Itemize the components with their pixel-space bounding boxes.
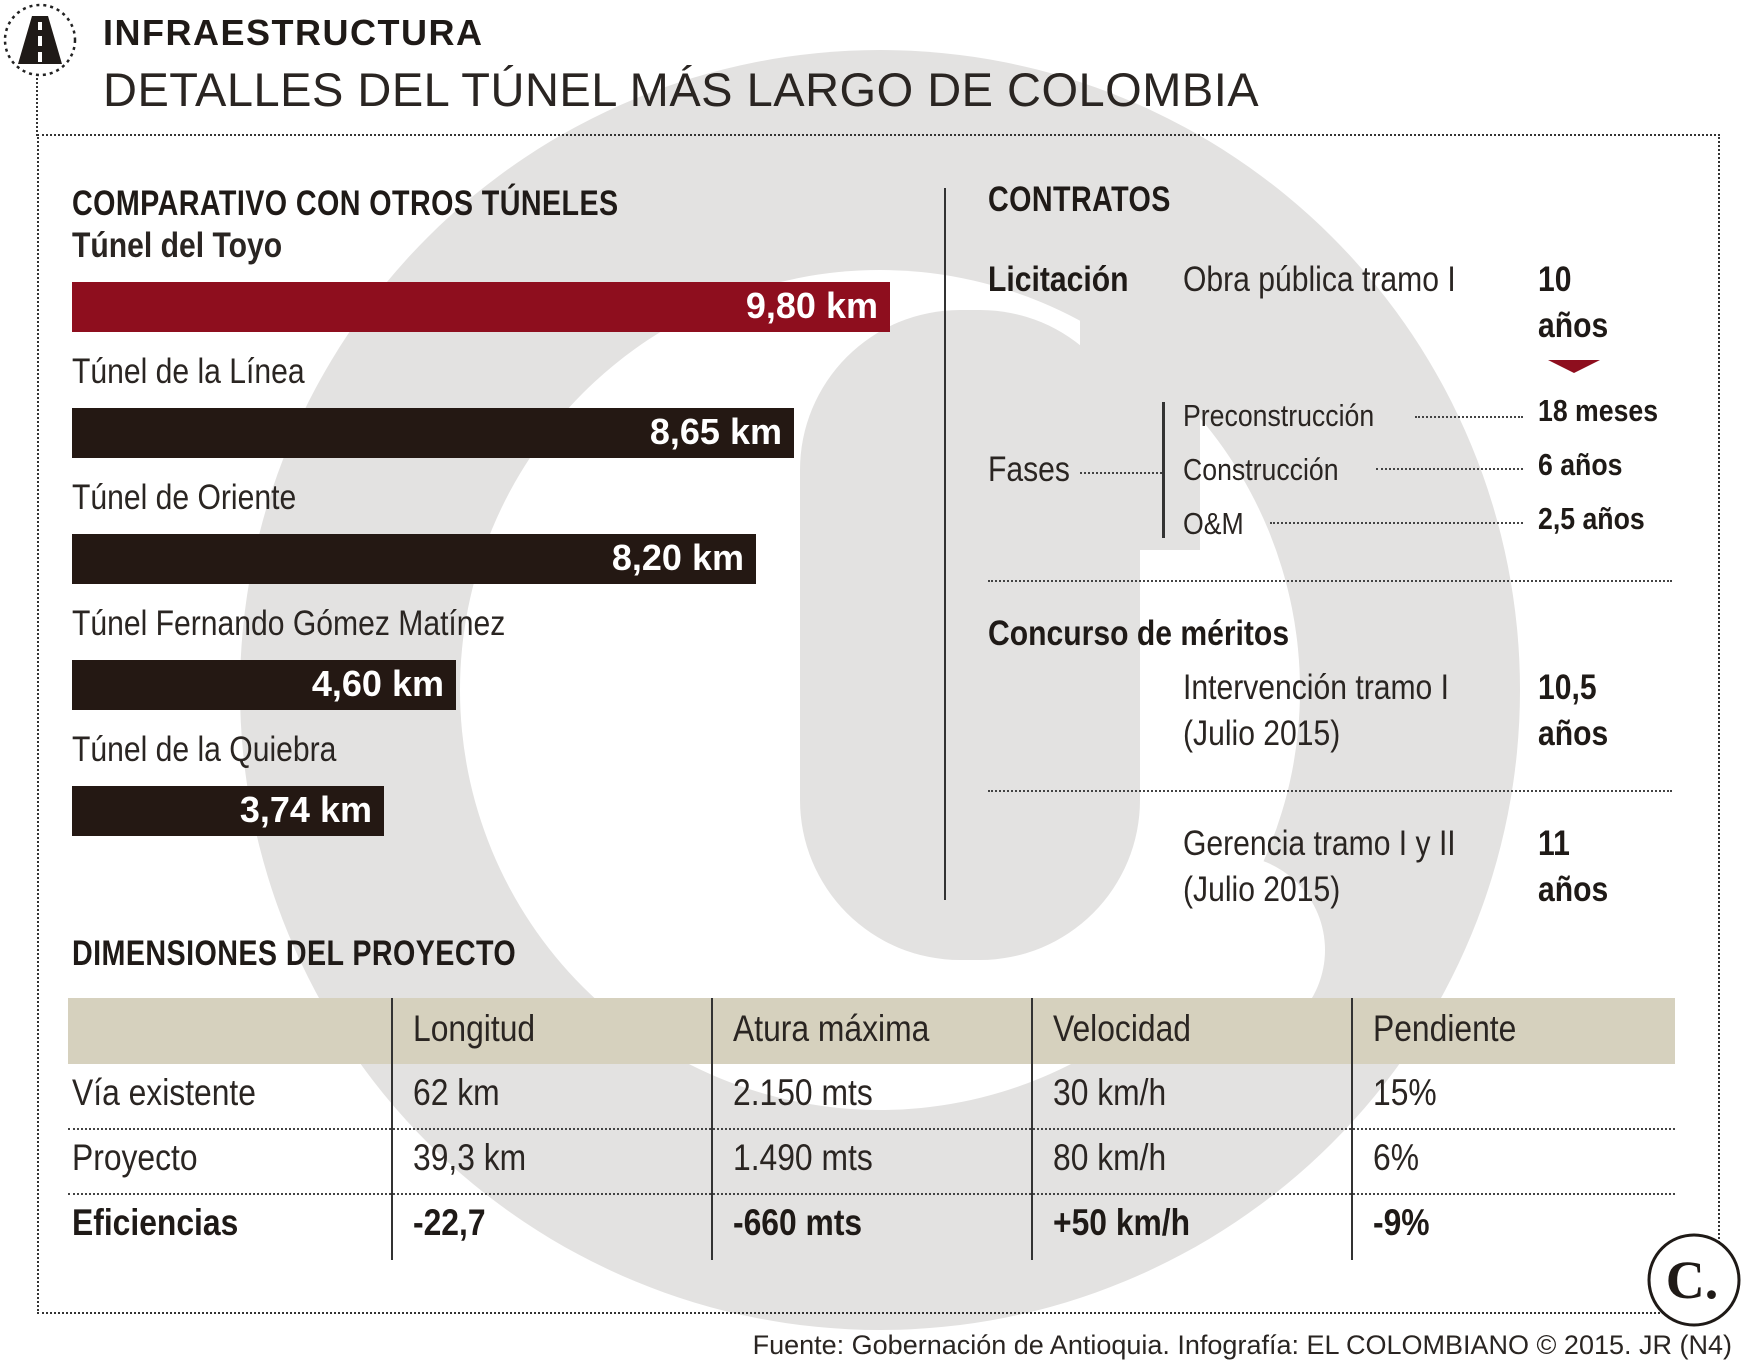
concurso-item-duration-number: 10,5 — [1538, 668, 1597, 707]
licitacion-duration-number: 10 — [1538, 260, 1572, 299]
table-row-label: Proyecto — [72, 1137, 198, 1178]
concurso-item-date: (Julio 2015) — [1183, 714, 1341, 753]
table-cell: 39,3 km — [413, 1137, 527, 1178]
content-frame — [37, 134, 1720, 1314]
licitacion-label: Licitación — [988, 260, 1129, 299]
comparativo-heading: COMPARATIVO CON OTROS TÚNELES — [72, 184, 619, 223]
table-cell: 62 km — [413, 1072, 500, 1113]
bar-value-label: 4,60 km — [311, 663, 444, 704]
bar-category-label: Túnel de la Línea — [72, 352, 305, 391]
table-cell: -660 mts — [733, 1202, 863, 1243]
bar-category-label: Túnel Fernando Gómez Matínez — [72, 604, 506, 643]
fases-connector — [1080, 472, 1162, 474]
table-row-label: Vía existente — [72, 1072, 256, 1113]
frame-connector — [36, 78, 38, 136]
table-cell: 1.490 mts — [733, 1137, 873, 1178]
road-icon — [3, 3, 77, 77]
source-credit: Fuente: Gobernación de Antioquia. Infogr… — [752, 1330, 1732, 1360]
table-cell: -9% — [1373, 1202, 1430, 1243]
table-cell: 30 km/h — [1053, 1072, 1167, 1113]
licitacion-item: Obra pública tramo I — [1183, 260, 1456, 299]
table-row-divider — [68, 1128, 1675, 1130]
table-row-divider — [68, 1193, 1675, 1195]
table-header-cell: Atura máxima — [733, 1008, 930, 1049]
page-title: DETALLES DEL TÚNEL MÁS LARGO DE COLOMBIA — [103, 63, 1260, 116]
contratos-separator — [988, 580, 1672, 582]
fase-name: Construcción — [1183, 452, 1339, 487]
contratos-heading: CONTRATOS — [988, 180, 1171, 219]
fases-bracket — [1162, 402, 1165, 538]
table-cell: 80 km/h — [1053, 1137, 1167, 1178]
svg-text:C.: C. — [1666, 1250, 1719, 1310]
bar-category-label: Túnel de Oriente — [72, 478, 297, 517]
concurso-label: Concurso de méritos — [988, 614, 1290, 653]
table-cell: 6% — [1373, 1137, 1419, 1178]
section-label: INFRAESTRUCTURA — [103, 12, 484, 53]
bar-value-label: 3,74 km — [239, 789, 372, 830]
fase-leader — [1415, 416, 1523, 418]
fases-label: Fases — [988, 450, 1070, 489]
bar: 4,60 km — [72, 660, 456, 710]
down-arrow-icon — [1548, 360, 1600, 373]
bar-value-label: 8,65 km — [649, 411, 782, 452]
fase-leader — [1376, 468, 1523, 470]
concurso-item-date: (Julio 2015) — [1183, 870, 1341, 909]
column-divider — [944, 188, 946, 900]
fase-leader — [1270, 522, 1523, 524]
table-header — [68, 998, 1675, 1064]
licitacion-duration-unit: años — [1538, 306, 1609, 345]
bar: 9,80 km — [72, 282, 890, 332]
bar-value-label: 9,80 km — [745, 285, 878, 326]
table-header-cell: Pendiente — [1373, 1008, 1517, 1049]
table-cell: 2.150 mts — [733, 1072, 873, 1113]
fase-duration: 2,5 años — [1538, 501, 1645, 536]
fase-name: O&M — [1183, 506, 1244, 541]
bar: 3,74 km — [72, 786, 384, 836]
concurso-item-duration-unit: años — [1538, 714, 1609, 753]
el-colombiano-logo-icon: C. — [1647, 1233, 1741, 1327]
bar: 8,65 km — [72, 408, 794, 458]
bar-value-label: 8,20 km — [611, 537, 744, 578]
table-header-cell: Velocidad — [1053, 1008, 1192, 1049]
fase-duration: 6 años — [1538, 447, 1623, 482]
concurso-item-duration-number: 11 — [1538, 824, 1570, 863]
concurso-item-duration-unit: años — [1538, 870, 1609, 909]
bar-category-label: Túnel de la Quiebra — [72, 730, 337, 769]
dimensiones-heading: DIMENSIONES DEL PROYECTO — [72, 934, 517, 973]
table-cell: +50 km/h — [1053, 1202, 1191, 1243]
bar: 8,20 km — [72, 534, 756, 584]
concurso-item-title: Gerencia tramo I y II — [1183, 824, 1456, 863]
bar-category-label: Túnel del Toyo — [72, 226, 283, 265]
contratos-separator — [988, 790, 1672, 792]
concurso-item-title: Intervención tramo I — [1183, 668, 1450, 707]
fase-duration: 18 meses — [1538, 393, 1659, 428]
table-cell: -22,7 — [413, 1202, 486, 1243]
table-cell: 15% — [1373, 1072, 1437, 1113]
table-row-label: Eficiencias — [72, 1202, 239, 1243]
table-header-cell: Longitud — [413, 1008, 536, 1049]
fase-name: Preconstrucción — [1183, 398, 1375, 433]
